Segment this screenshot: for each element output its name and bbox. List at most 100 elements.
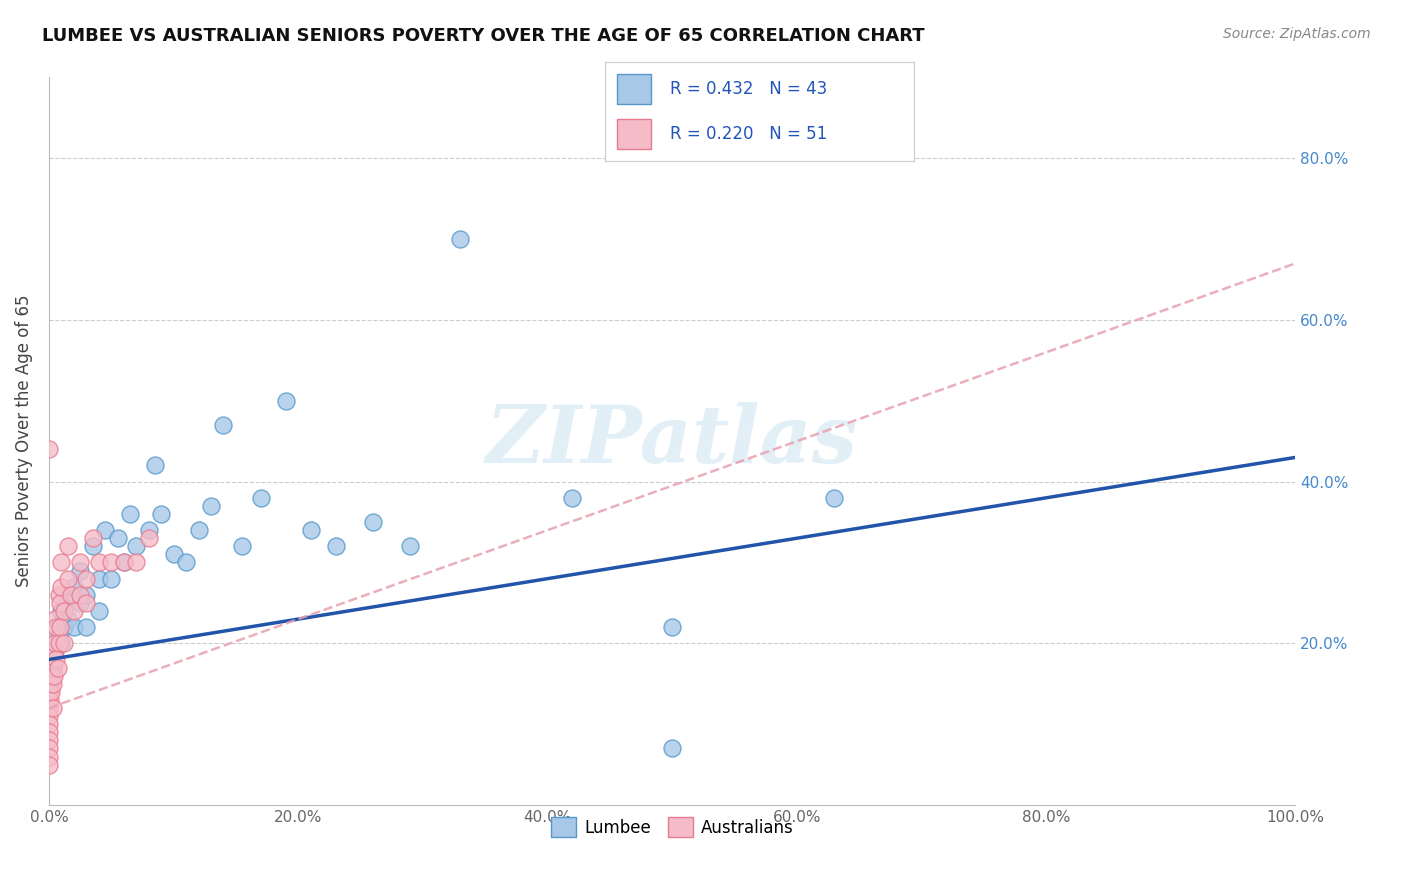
Point (82, 531, 104, 545)
Point (41, 660, 63, 674)
Point (661, 741, 683, 756)
Point (69, 556, 91, 570)
Point (38, 442, 60, 457)
Point (449, 232, 471, 246)
Point (38, 685, 60, 699)
Point (112, 556, 135, 570)
Point (274, 393, 297, 408)
Point (38, 717, 60, 731)
Point (69, 596, 91, 610)
Point (187, 523, 209, 537)
Point (45, 652, 67, 666)
Y-axis label: Seniors Poverty Over the Age of 65: Seniors Poverty Over the Age of 65 (15, 295, 32, 588)
Point (399, 539, 422, 553)
Point (138, 531, 160, 545)
Point (63, 620, 86, 634)
Point (561, 491, 583, 505)
Point (661, 620, 683, 634)
Point (56, 612, 79, 626)
Point (87, 572, 110, 586)
Point (250, 491, 273, 505)
Point (38, 749, 60, 764)
Point (38, 677, 60, 691)
Point (38, 693, 60, 707)
Point (107, 531, 129, 545)
Point (51, 604, 73, 618)
Text: LUMBEE VS AUSTRALIAN SENIORS POVERTY OVER THE AGE OF 65 CORRELATION CHART: LUMBEE VS AUSTRALIAN SENIORS POVERTY OVE… (42, 27, 925, 45)
Point (150, 507, 173, 521)
Point (46, 660, 69, 674)
Point (75, 588, 97, 602)
Point (38, 701, 60, 715)
Point (49, 620, 72, 634)
Point (75, 620, 97, 634)
Point (41, 677, 63, 691)
Point (100, 556, 122, 570)
Point (38, 709, 60, 723)
Point (112, 556, 135, 570)
Point (38, 668, 60, 682)
Point (48, 588, 70, 602)
Point (44, 644, 66, 658)
Point (38, 725, 60, 739)
Point (82, 539, 104, 553)
Point (52, 636, 75, 650)
Point (94, 523, 117, 537)
Point (39, 693, 62, 707)
Point (162, 548, 184, 562)
Point (38, 685, 60, 699)
Point (48, 628, 70, 642)
Point (38, 733, 60, 747)
Point (87, 604, 110, 618)
Point (63, 604, 86, 618)
Point (44, 636, 66, 650)
Point (44, 612, 66, 626)
Point (138, 523, 160, 537)
Point (52, 604, 75, 618)
Point (41, 685, 63, 699)
Point (63, 580, 86, 594)
Point (39, 677, 62, 691)
Point (51, 580, 73, 594)
FancyBboxPatch shape (617, 74, 651, 103)
Point (51, 636, 73, 650)
FancyBboxPatch shape (617, 120, 651, 149)
Point (118, 507, 141, 521)
Point (60, 588, 83, 602)
Point (823, 491, 845, 505)
Point (41, 660, 63, 674)
Point (75, 572, 97, 586)
Point (87, 556, 110, 570)
Point (38, 741, 60, 756)
Point (75, 596, 97, 610)
Point (41, 668, 63, 682)
Text: Source: ZipAtlas.com: Source: ZipAtlas.com (1223, 27, 1371, 41)
Point (45, 620, 67, 634)
Point (361, 515, 384, 529)
Point (56, 572, 79, 586)
Point (38, 757, 60, 772)
Point (48, 636, 70, 650)
Text: ZIPatlas: ZIPatlas (486, 402, 858, 480)
Point (69, 564, 91, 578)
Point (100, 572, 122, 586)
Point (52, 620, 75, 634)
Point (231, 539, 253, 553)
Point (38, 693, 60, 707)
Point (56, 539, 79, 553)
Point (56, 588, 79, 602)
Point (49, 596, 72, 610)
Point (125, 556, 148, 570)
Point (42, 668, 65, 682)
Text: R = 0.432   N = 43: R = 0.432 N = 43 (669, 80, 827, 98)
Point (212, 418, 235, 433)
Point (41, 701, 63, 715)
Point (143, 458, 166, 473)
Point (42, 644, 65, 658)
Point (200, 499, 222, 513)
Point (125, 539, 148, 553)
Legend: Lumbee, Australians: Lumbee, Australians (544, 810, 800, 844)
Text: R = 0.220   N = 51: R = 0.220 N = 51 (669, 125, 827, 143)
Point (325, 539, 347, 553)
Point (174, 556, 197, 570)
